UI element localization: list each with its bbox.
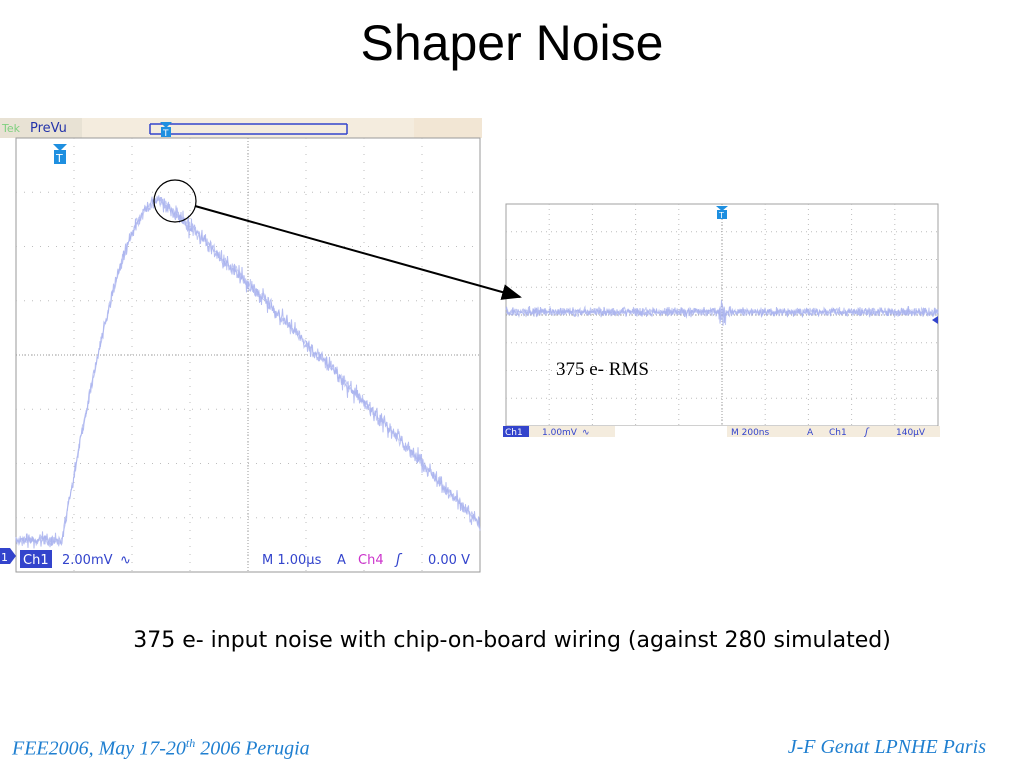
main-trigger-level: 0.00 V xyxy=(428,553,470,568)
zoom-timebase: M 200ns xyxy=(731,428,770,438)
prevu-label: PreVu xyxy=(30,121,67,136)
main-timebase: M 1.00µs xyxy=(262,553,322,568)
main-coupling-icon: ∿ xyxy=(120,553,131,568)
scope-status-bar xyxy=(0,118,482,138)
main-trigger-slope-icon: ʃ xyxy=(394,552,403,568)
main-scope-screen: Tek PreVu T T 1 Ch1 2.00mV ∿ M 1.00µs A … xyxy=(0,118,482,590)
zoom-trigger-level-icon xyxy=(932,316,938,324)
zoom-waveform-trace xyxy=(505,300,939,327)
footer-author: J-F Genat LPNHE Paris xyxy=(787,736,986,758)
zoom-coupling-icon: ∿ xyxy=(582,428,590,438)
svg-text:1: 1 xyxy=(1,551,8,564)
zoom-trigger-position-icon: T xyxy=(716,206,728,220)
main-ch1-badge xyxy=(20,550,52,568)
tek-tag: Tek xyxy=(1,122,21,135)
zoom-ch1-badge xyxy=(503,426,529,437)
main-trigger-source: Ch4 xyxy=(358,553,384,568)
zoom-scope-screen: T Ch1 1.00mV ∿ M 200ns A Ch1 ʃ 140µV xyxy=(500,200,942,440)
svg-text:T: T xyxy=(718,211,724,220)
main-channel-label: Ch1 xyxy=(23,553,49,568)
svg-text:T: T xyxy=(55,152,63,165)
svg-text:T: T xyxy=(162,129,169,139)
zoom-volts-per-div: 1.00mV xyxy=(542,428,578,438)
zoom-trigger-mode: A xyxy=(807,428,814,438)
footer-conference: FEE2006, May 17-20th 2006 Perugia xyxy=(12,736,310,760)
zoom-trigger-source: Ch1 xyxy=(829,428,847,438)
main-trigger-mode: A xyxy=(337,553,346,568)
main-volts-per-div: 2.00mV xyxy=(62,553,113,568)
slide-title: Shaper Noise xyxy=(360,15,664,71)
zoom-trigger-slope-icon: ʃ xyxy=(863,427,870,438)
slide-caption: 375 e- input noise with chip-on-board wi… xyxy=(133,628,891,653)
zoom-channel-label: Ch1 xyxy=(505,428,523,438)
rms-label: 375 e- RMS xyxy=(556,359,649,380)
zoom-trigger-level: 140µV xyxy=(896,428,926,438)
record-trigger-icon: T xyxy=(160,122,172,139)
channel-ground-marker-icon: 1 xyxy=(0,548,16,564)
main-trigger-position-icon: T xyxy=(53,144,67,165)
